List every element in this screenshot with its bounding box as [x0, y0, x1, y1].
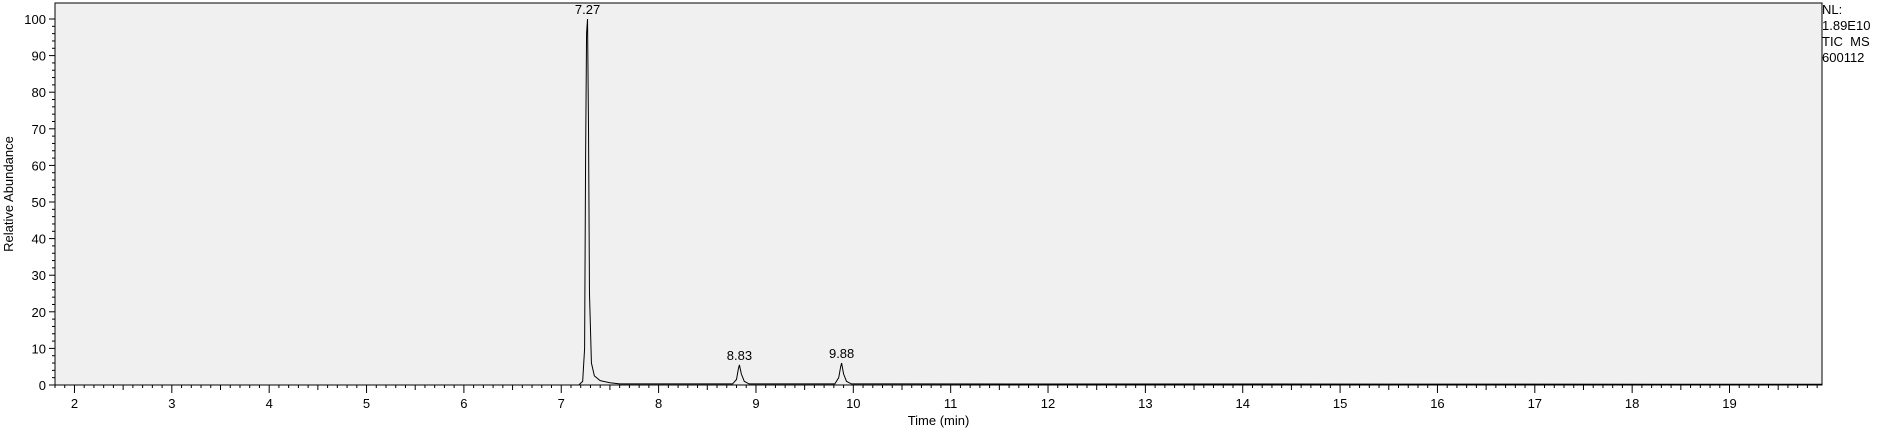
- x-tick-label: 12: [1041, 396, 1055, 411]
- y-tick-label: 0: [39, 378, 46, 393]
- y-tick-label: 60: [32, 158, 46, 173]
- sample-id: 600112: [1822, 50, 1865, 65]
- y-tick-label: 40: [32, 232, 46, 247]
- x-tick-label: 11: [944, 396, 958, 411]
- y-tick-label: 10: [32, 341, 46, 356]
- y-tick-label: 50: [32, 195, 46, 210]
- y-axis-label: Relative Abundance: [1, 136, 16, 252]
- x-tick-label: 6: [460, 396, 467, 411]
- x-tick-label: 10: [846, 396, 860, 411]
- x-tick-label: 5: [363, 396, 370, 411]
- nl-value: 1.89E10: [1822, 18, 1871, 33]
- x-tick-label: 7: [558, 396, 565, 411]
- peak-label: 9.88: [829, 346, 854, 361]
- y-tick-label: 80: [32, 85, 46, 100]
- x-axis-label: Time (min): [908, 413, 970, 428]
- x-tick-label: 18: [1625, 396, 1639, 411]
- x-tick-label: 2: [71, 396, 78, 411]
- x-axis: 2 3 4 5 6 7 8 9 10 11 12 13 14 15 16 17 18 19: [54, 385, 1818, 411]
- x-tick-label: 9: [752, 396, 759, 411]
- tic-trace-line: [55, 18, 1823, 386]
- x-tick-label: 19: [1722, 396, 1736, 411]
- trace-type: TIC MS: [1822, 34, 1870, 49]
- peak-label: 8.83: [727, 348, 752, 363]
- peak-label: 7.27: [575, 2, 600, 17]
- x-tick-label: 16: [1430, 396, 1444, 411]
- x-tick-label: 4: [266, 396, 273, 411]
- y-tick-label: 100: [24, 12, 46, 27]
- peak-labels: 7.27 8.83 9.88: [575, 2, 854, 363]
- x-tick-label: 13: [1138, 396, 1152, 411]
- x-tick-label: 14: [1236, 396, 1250, 411]
- nl-label: NL:: [1822, 2, 1843, 17]
- x-tick-label: 3: [168, 396, 175, 411]
- x-tick-label: 8: [655, 396, 662, 411]
- y-tick-label: 90: [32, 49, 46, 64]
- y-axis: 0 10 20 30 40 50 60 70 80 90 100: [24, 12, 55, 393]
- x-tick-label: 17: [1528, 396, 1542, 411]
- x-tick-label: 15: [1333, 396, 1347, 411]
- plot-area: [54, 2, 1823, 386]
- y-tick-label: 30: [32, 268, 46, 283]
- y-tick-label: 20: [32, 305, 46, 320]
- normalization-info: NL: 1.89E10 TIC MS 600112: [1822, 2, 1870, 66]
- y-tick-label: 70: [32, 122, 46, 137]
